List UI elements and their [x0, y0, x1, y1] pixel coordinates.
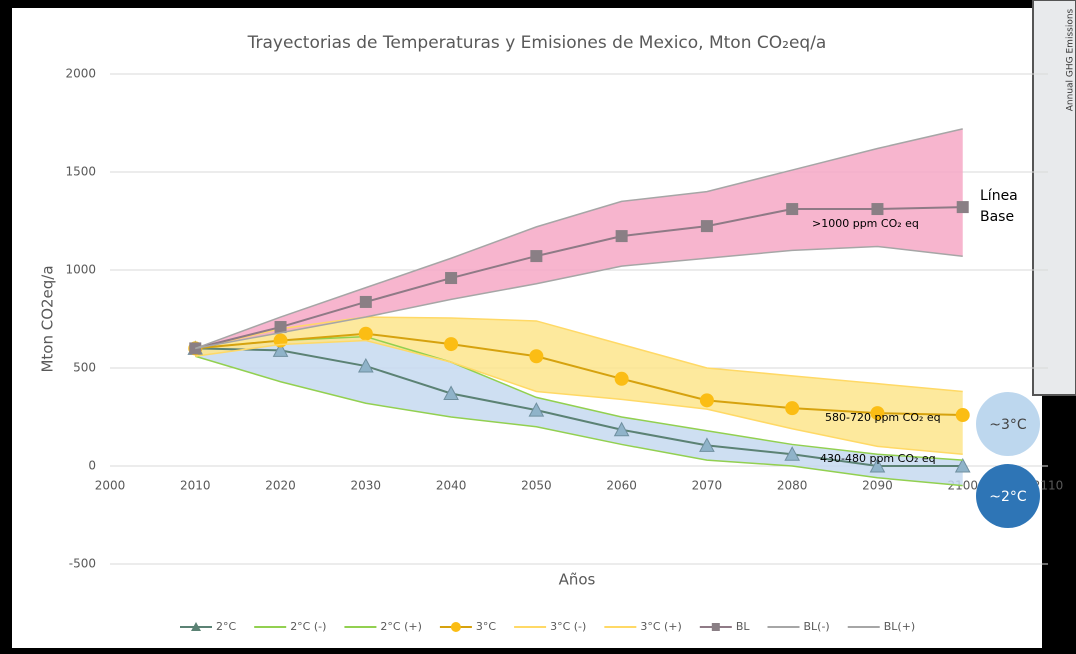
badge [976, 392, 1040, 456]
x-tick-label: 2010 [180, 479, 211, 493]
band [195, 317, 963, 455]
marker [444, 337, 459, 352]
legend-marker [450, 622, 461, 632]
marker [699, 437, 715, 452]
legend-item: 2°C (-) [254, 620, 326, 633]
legend-item: 3°C (-) [514, 620, 586, 633]
x-tick-label: 2070 [692, 479, 723, 493]
series-line [195, 339, 963, 455]
series-line [195, 245, 963, 350]
series-line [195, 355, 963, 487]
marker [613, 421, 630, 437]
y-tick-label: 1000 [65, 263, 96, 277]
annotation: Línea [980, 188, 1018, 204]
legend-label: 2°C (-) [290, 620, 326, 633]
legend-item: 3°C [439, 620, 496, 633]
annotation: ~2°C [989, 489, 1027, 505]
y-tick-label: 0 [88, 459, 96, 473]
marker [615, 230, 628, 243]
marker [699, 393, 714, 408]
marker [614, 371, 629, 386]
legend-item: 2°C (+) [344, 620, 422, 633]
marker [785, 401, 800, 416]
legend-label: 2°C (+) [380, 620, 421, 633]
annotation: >1000 ppm CO₂ eq [812, 217, 919, 230]
legend-item: 2°C [180, 620, 236, 633]
legend-label: 2°C [216, 620, 236, 633]
series-line [195, 128, 963, 350]
x-tick-label: 2080 [777, 479, 808, 493]
legend-marker [711, 623, 720, 631]
y-tick-label: 500 [73, 361, 96, 375]
y-tick-label: -500 [69, 557, 96, 571]
x-axis-label: Años [559, 571, 596, 589]
x-tick-label: 2060 [606, 479, 637, 493]
inset-image [1032, 0, 1076, 396]
series-line [195, 206, 963, 350]
marker [528, 402, 545, 417]
series-line [195, 347, 963, 467]
series-line [195, 335, 963, 461]
inset-text: Annual GHG Emissions [1066, 8, 1076, 111]
x-tick-label: 2090 [862, 479, 893, 493]
series-line [195, 332, 963, 417]
marker [786, 203, 799, 216]
marker [274, 321, 287, 334]
x-tick-label: 2110 [1033, 479, 1064, 493]
legend-marker [191, 622, 201, 631]
x-tick-label: 2050 [521, 479, 552, 493]
marker [955, 408, 970, 423]
x-tick-label: 2000 [95, 479, 126, 493]
x-tick-label: 2040 [436, 479, 467, 493]
band [195, 128, 963, 349]
annotation: 430-480 ppm CO₂ eq [820, 452, 936, 465]
series-line [195, 316, 963, 393]
legend-item: BL(-) [767, 620, 830, 633]
marker [784, 446, 801, 461]
annotation: Base [980, 209, 1014, 225]
legend-label: BL(-) [804, 620, 830, 633]
marker [359, 295, 372, 308]
marker [358, 326, 373, 341]
legend-item: BL [699, 620, 751, 633]
marker [529, 349, 544, 364]
legend-item: BL(+) [847, 620, 915, 633]
legend-label: BL [736, 620, 751, 633]
marker [871, 203, 884, 216]
marker [700, 220, 713, 233]
legend-label: 3°C [476, 620, 496, 633]
y-tick-label: 2000 [65, 67, 96, 81]
x-tick-label: 2030 [351, 479, 382, 493]
legend-label: 3°C (+) [640, 620, 681, 633]
annotation: ~3°C [989, 417, 1027, 433]
chart-title: Trayectorias de Temperaturas y Emisiones… [247, 33, 827, 53]
badge [976, 464, 1040, 528]
marker [869, 457, 886, 473]
marker [445, 272, 458, 285]
legend-label: 3°C (-) [550, 620, 586, 633]
marker [530, 250, 543, 263]
annotation: 580-720 ppm CO₂ eq [825, 411, 941, 424]
y-tick-label: 1500 [65, 165, 96, 179]
y-axis-label: Mton CO2eq/a [39, 265, 57, 372]
legend-item: 3°C (+) [604, 620, 682, 633]
legend-label: BL(+) [884, 620, 915, 633]
x-tick-label: 2020 [265, 479, 296, 493]
marker [870, 406, 885, 421]
marker [443, 385, 459, 400]
marker [272, 342, 289, 357]
marker [956, 201, 969, 214]
marker [954, 457, 971, 473]
plot: -500 0 500 1000 1500 2000 2000 2010 2020 2030 2040… [65, 67, 1063, 571]
marker [357, 357, 374, 373]
